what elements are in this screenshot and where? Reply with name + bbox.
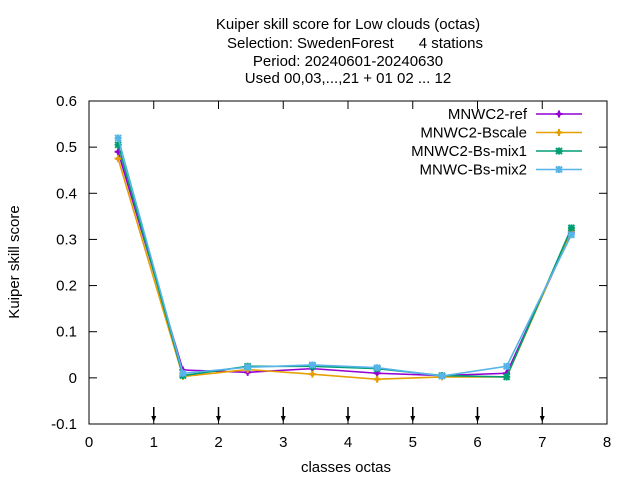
data-point: [179, 369, 187, 377]
legend-item: MNWC2-ref: [448, 106, 582, 123]
x-tick-label: 7: [538, 434, 546, 451]
legend-item: MNWC2-Bs-mix1: [411, 143, 582, 160]
data-point: [308, 361, 317, 369]
class-markers: [151, 407, 545, 422]
x-axis: 0 1 2 3 4 5 6 7 8: [85, 101, 611, 451]
data-point: [308, 370, 316, 378]
series-line: [117, 158, 573, 381]
y-tick-label: -0.1: [51, 416, 77, 433]
y-tick-label: 0.4: [56, 185, 77, 202]
series-line: [117, 144, 573, 378]
y-tick-label: 0.1: [56, 324, 77, 341]
data-point: [373, 375, 381, 383]
class-marker-head: [410, 416, 416, 422]
x-tick-label: 6: [473, 434, 481, 451]
title-line-1: Kuiper skill score for Low clouds (octas…: [216, 16, 480, 33]
legend-item: MNWC2-Bscale: [420, 125, 582, 142]
data-point: [567, 231, 576, 239]
x-tick-label: 3: [279, 434, 287, 451]
data-point: [243, 363, 252, 371]
x-axis-label: classes octas: [301, 459, 391, 476]
legend-label: MNWC-Bs-mix2: [420, 162, 527, 179]
y-axis-label: Kuiper skill score: [6, 205, 23, 318]
plot-frame: [88, 100, 608, 425]
x-tick-label: 5: [409, 434, 417, 451]
title-line-2: Selection: SwedenForest 4 stations: [227, 35, 483, 52]
class-marker-head: [280, 416, 286, 422]
series-line: [117, 137, 573, 377]
series-group: [114, 134, 576, 383]
x-tick-label: 8: [603, 434, 611, 451]
title-line-4: Used 00,03,...,21 + 01 02 ... 12: [245, 70, 451, 87]
y-tick-label: 0: [69, 370, 77, 387]
y-tick-label: 0.2: [56, 278, 77, 295]
series-line: [117, 151, 573, 377]
chart-title: Kuiper skill score for Low clouds (octas…: [216, 16, 483, 87]
class-marker-head: [216, 416, 221, 422]
class-marker-head: [475, 416, 480, 422]
data-point: [438, 372, 446, 380]
data-point: [555, 110, 563, 118]
class-marker-head: [539, 416, 545, 422]
series-4: [114, 134, 576, 380]
data-point: [114, 134, 122, 142]
data-point: [567, 224, 576, 232]
data-point: [555, 129, 563, 136]
legend-label: MNWC2-Bs-mix1: [411, 143, 527, 160]
x-tick-label: 0: [85, 434, 93, 451]
title-line-3: Period: 20240601-20240630: [253, 53, 443, 70]
legend-label: MNWC2-ref: [448, 106, 528, 123]
x-tick-label: 2: [214, 434, 222, 451]
y-tick-label: 0.6: [56, 93, 77, 110]
data-point: [555, 165, 563, 174]
data-point: [114, 155, 122, 163]
data-point: [555, 147, 563, 155]
y-tick-label: 0.3: [56, 231, 77, 248]
x-tick-label: 1: [150, 434, 158, 451]
series-2: [114, 155, 575, 383]
y-tick-label: 0.5: [56, 139, 77, 156]
data-point: [502, 362, 511, 371]
legend-item: MNWC-Bs-mix2: [420, 162, 582, 179]
series-1: [114, 148, 575, 380]
x-tick-label: 4: [344, 434, 352, 451]
y-axis: -0.1 0 0.1 0.2 0.3 0.4 0.5 0.6: [51, 93, 607, 433]
class-marker-head: [151, 416, 157, 422]
class-marker-head: [345, 416, 351, 422]
legend-label: MNWC2-Bscale: [420, 125, 527, 142]
data-point: [502, 373, 511, 381]
data-point: [373, 363, 381, 372]
